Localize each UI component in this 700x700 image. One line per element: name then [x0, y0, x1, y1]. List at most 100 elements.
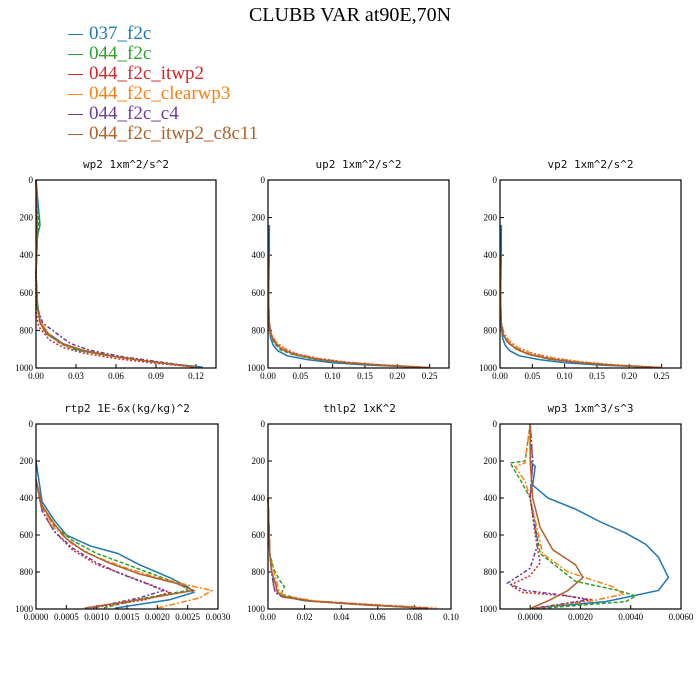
y-tick-label: 400	[20, 250, 34, 260]
series-line	[267, 497, 424, 609]
series-line	[267, 255, 430, 369]
series-line	[35, 179, 197, 368]
x-tick-label: 0.06	[108, 371, 124, 381]
y-tick-label: 600	[252, 288, 266, 298]
x-tick-label: 0.02	[297, 612, 313, 622]
legend-swatch	[68, 133, 83, 135]
series-line	[267, 255, 430, 369]
x-tick-label: 0.00	[492, 371, 508, 381]
figure-title: CLUBB VAR at90E,70N	[248, 4, 452, 26]
y-tick-label: 400	[252, 250, 266, 260]
legend-label: 044_f2c_clearwp3	[89, 83, 231, 104]
legend-swatch	[68, 113, 83, 115]
y-tick-label: 600	[484, 530, 498, 540]
x-tick-label: 0.0030	[206, 612, 231, 622]
legend-label: 044_f2c	[89, 43, 152, 64]
legend-label: 044_f2c_itwp2	[89, 63, 205, 84]
series-line	[267, 225, 430, 369]
y-tick-label: 1000	[247, 363, 266, 373]
y-tick-label: 400	[252, 493, 266, 503]
plot-frame	[499, 423, 682, 610]
panel-title: wp2 1xm^2/s^2	[83, 158, 169, 171]
legend-label: 044_f2c_c4	[89, 103, 179, 124]
x-tick-label: 0.0020	[145, 612, 170, 622]
series-line	[267, 497, 424, 609]
series-line	[508, 423, 594, 610]
x-tick-label: 0.10	[443, 612, 459, 622]
x-tick-label: 0.05	[524, 371, 540, 381]
series-line	[499, 255, 662, 369]
x-tick-label: 0.09	[148, 371, 164, 381]
y-tick-label: 400	[484, 250, 498, 260]
series-line	[35, 479, 190, 609]
y-tick-label: 800	[484, 325, 498, 335]
y-tick-label: 1000	[479, 604, 498, 614]
y-tick-label: 1000	[15, 363, 34, 373]
x-tick-label: 0.0025	[175, 612, 200, 622]
x-tick-label: 0.00	[260, 612, 276, 622]
x-tick-label: 0.06	[370, 612, 386, 622]
legend-label: 044_f2c_itwp2_c8c11	[89, 123, 259, 144]
y-tick-label: 0	[29, 419, 34, 429]
y-tick-label: 800	[484, 567, 498, 577]
y-tick-label: 800	[20, 325, 34, 335]
series-line	[267, 255, 430, 369]
x-tick-label: 0.05	[292, 371, 308, 381]
series-line	[35, 179, 197, 368]
series-line	[499, 255, 662, 369]
y-tick-label: 1000	[15, 604, 34, 614]
legend-swatch	[68, 53, 83, 55]
y-tick-label: 200	[484, 213, 498, 223]
x-tick-label: 0.0000	[518, 612, 543, 622]
y-tick-label: 800	[252, 325, 266, 335]
plot-frame	[267, 423, 452, 610]
series-line	[35, 479, 166, 609]
y-tick-label: 400	[484, 493, 498, 503]
panel-title: up2 1xm^2/s^2	[315, 158, 401, 171]
x-tick-label: 0.15	[589, 371, 605, 381]
legend-item: 044_f2c_clearwp3	[68, 83, 258, 104]
legend-swatch	[68, 33, 83, 35]
series-line	[505, 423, 589, 610]
series-line	[35, 179, 197, 368]
legend-swatch	[68, 73, 83, 75]
series-line	[35, 479, 214, 609]
plot-frame	[499, 179, 682, 369]
series-line	[499, 225, 662, 369]
y-tick-label: 400	[20, 493, 34, 503]
series-line	[35, 179, 197, 368]
plot-frame	[35, 179, 217, 369]
y-tick-label: 600	[20, 288, 34, 298]
x-tick-label: 0.0005	[54, 612, 79, 622]
panel-title: wp3 1xm^3/s^3	[547, 402, 633, 415]
y-tick-label: 1000	[479, 363, 498, 373]
x-tick-label: 0.0020	[568, 612, 593, 622]
x-tick-label: 0.08	[407, 612, 423, 622]
y-tick-label: 1000	[247, 604, 266, 614]
x-tick-label: 0.03	[68, 371, 84, 381]
x-tick-label: 0.0000	[24, 612, 49, 622]
series-line	[267, 255, 430, 369]
x-tick-label: 0.04	[333, 612, 349, 622]
legend-item: 044_f2c_itwp2_c8c11	[68, 123, 259, 144]
legend-item: 044_f2c_c4	[68, 103, 258, 124]
x-tick-label: 0.0015	[115, 612, 140, 622]
y-tick-label: 600	[252, 530, 266, 540]
series-line	[499, 255, 662, 369]
series-line	[35, 479, 172, 609]
y-tick-label: 0	[29, 175, 34, 185]
y-tick-label: 200	[20, 213, 34, 223]
x-tick-label: 0.15	[357, 371, 373, 381]
panel-title: vp2 1xm^2/s^2	[547, 158, 633, 171]
y-tick-label: 0	[493, 419, 498, 429]
x-tick-label: 0.10	[325, 371, 341, 381]
legend-item: 037_f2c	[68, 23, 258, 44]
series-line	[499, 255, 662, 369]
x-tick-label: 0.0040	[618, 612, 643, 622]
legend-item: 044_f2c_itwp2	[68, 63, 258, 84]
x-tick-label: 0.00	[260, 371, 276, 381]
x-tick-label: 0.12	[188, 371, 204, 381]
y-tick-label: 200	[484, 456, 498, 466]
x-tick-label: 0.10	[557, 371, 573, 381]
